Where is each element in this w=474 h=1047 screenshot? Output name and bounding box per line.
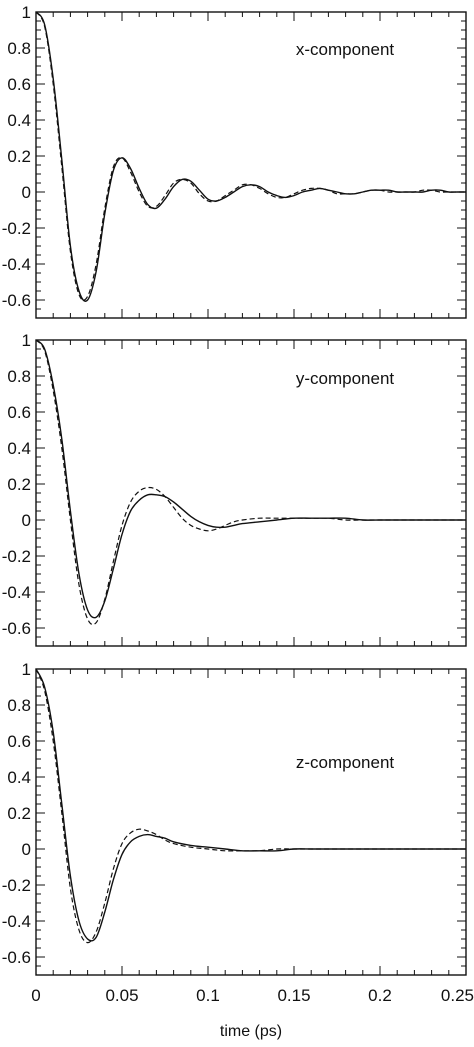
y-tick-label: -0.4 <box>2 583 31 602</box>
y-tick-label: 0.6 <box>7 732 31 751</box>
y-tick-label: 0.2 <box>7 147 31 166</box>
y-tick-label: 0.6 <box>7 403 31 422</box>
x-tick-label: 0.1 <box>196 986 220 1005</box>
y-tick-label: -0.6 <box>2 619 31 638</box>
y-tick-label: -0.2 <box>2 547 31 566</box>
y-tick-label: 0.2 <box>7 804 31 823</box>
y-tick-label: -0.2 <box>2 876 31 895</box>
y-tick-label: 0.8 <box>7 39 31 58</box>
panel-z-component: 10.80.60.40.20-0.2-0.4-0.60 0.05 0.1 0.15 0.… <box>2 660 474 1005</box>
panel-y-component: 1 0.8 0.6 0.4 0.2 0 -0.2 -0.4 -0.6 y-component <box>2 331 467 647</box>
panel-label: y-component <box>296 369 395 388</box>
y-tick-label: 1 <box>22 3 31 22</box>
plot-frame <box>35 668 467 976</box>
y-tick-label: -0.4 <box>2 912 31 931</box>
x-tick-label: 0.05 <box>105 986 138 1005</box>
y-tick-label: 0.4 <box>7 439 31 458</box>
x-axis-title: time (ps) <box>220 1023 282 1040</box>
panel-label: z-component <box>296 753 395 772</box>
y-tick-label: 0.6 <box>7 75 31 94</box>
panel-x-component: 1 0.8 0.6 0.4 0.2 0 -0.2 -0.4 -0.6 x-component <box>2 3 467 319</box>
y-tick-label: 0.8 <box>7 696 31 715</box>
x-tick-label: 0.25 <box>441 986 474 1005</box>
plot-frame <box>35 11 467 319</box>
plot-frame <box>35 339 467 647</box>
x-tick-label: 0.15 <box>277 986 310 1005</box>
y-tick-label: 0.8 <box>7 367 31 386</box>
solid-series-line <box>35 668 466 942</box>
y-tick-label: 1 <box>22 660 31 679</box>
y-tick-label: -0.2 <box>2 219 31 238</box>
solid-series-line <box>35 11 466 302</box>
dashed-series-line <box>35 339 466 626</box>
y-tick-label: 1 <box>22 331 31 350</box>
y-tick-label: -0.6 <box>2 291 31 310</box>
y-tick-label: -0.6 <box>2 948 31 967</box>
solid-series-line <box>35 339 466 619</box>
y-tick-label: 0.4 <box>7 111 31 130</box>
panel-label: x-component <box>296 40 395 59</box>
dashed-series-line <box>35 668 466 944</box>
dashed-series-line <box>35 11 466 301</box>
x-tick-label: 0.2 <box>368 986 392 1005</box>
y-tick-label: 0.4 <box>7 768 31 787</box>
x-tick-label: 0 <box>31 986 40 1005</box>
y-tick-label: 0 <box>22 183 31 202</box>
y-tick-label: 0 <box>22 511 31 530</box>
y-tick-label: 0.2 <box>7 475 31 494</box>
y-tick-label: -0.4 <box>2 255 31 274</box>
y-tick-label: 0 <box>22 840 31 859</box>
